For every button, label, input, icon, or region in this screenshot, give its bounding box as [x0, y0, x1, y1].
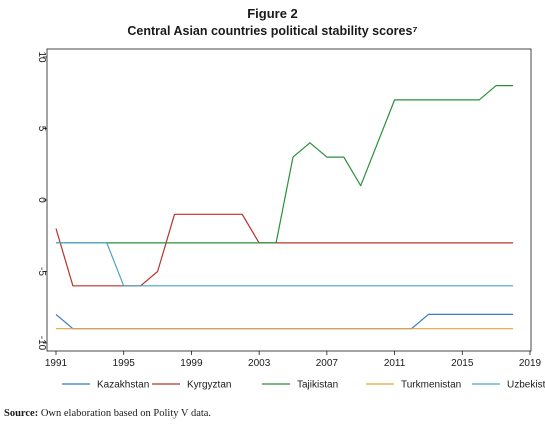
figure-number: Figure 2 — [247, 6, 298, 21]
x-tick-label: 1991 — [45, 358, 68, 369]
y-tick-label: 0 — [36, 197, 47, 203]
series-line-kyrgyztan — [55, 213, 514, 287]
source-note: Source: Own elaboration based on Polity … — [4, 408, 211, 419]
legend-label: Kazakhstan — [97, 380, 149, 391]
series-line-uzbekistan — [56, 242, 514, 287]
series-line-tajikistan — [56, 84, 514, 244]
y-tick-label: -5 — [36, 267, 47, 276]
source-text: Own elaboration based on Polity V data. — [38, 408, 212, 419]
x-tick-label: 2011 — [384, 358, 406, 369]
y-tick-label: -10 — [36, 336, 47, 351]
x-tick-label: 2019 — [519, 358, 542, 369]
x-tick-label: 2007 — [316, 358, 339, 369]
chart-title: Central Asian countries political stabil… — [127, 24, 418, 38]
source-label: Source: — [4, 408, 39, 419]
legend-label: Turkmenistan — [401, 380, 461, 391]
x-tick-label: 1999 — [180, 358, 203, 369]
x-tick-label: 1995 — [113, 358, 136, 369]
legend-label: Uzbekistan — [507, 380, 545, 391]
y-tick-label: 10 — [36, 51, 47, 63]
x-tick-label: 2015 — [451, 358, 474, 369]
legend-label: Tajikistan — [297, 380, 338, 391]
x-tick-label: 2003 — [248, 358, 271, 369]
y-tick-label: 5 — [36, 126, 47, 132]
series-line-kazakhstan — [55, 313, 514, 330]
legend-label: Kyrgyztan — [187, 380, 231, 391]
plot-frame — [46, 48, 532, 352]
